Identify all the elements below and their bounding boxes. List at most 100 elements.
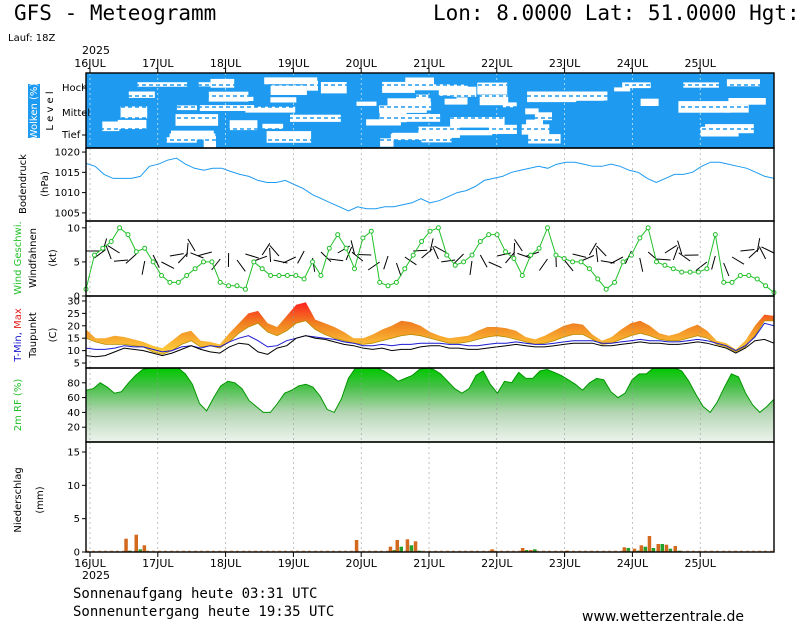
wind-barb bbox=[107, 245, 120, 254]
precip-bar bbox=[405, 539, 410, 552]
wind-tick-label: 0 bbox=[74, 292, 80, 303]
temperature-panel bbox=[86, 302, 774, 358]
date-label-top: 18JUL bbox=[210, 57, 242, 70]
cloud-patch bbox=[527, 91, 577, 103]
precip-bar bbox=[639, 545, 644, 552]
wind-point bbox=[368, 228, 374, 234]
cloud-patch bbox=[175, 114, 219, 126]
wind-point bbox=[226, 283, 232, 289]
precip-bar bbox=[656, 544, 660, 552]
wind-point bbox=[670, 266, 676, 272]
date-label-top: 21JUL bbox=[413, 57, 445, 70]
date-label-bottom: 17JUL bbox=[142, 557, 174, 570]
cloud-patch bbox=[169, 133, 216, 140]
wind-barb bbox=[497, 252, 511, 257]
pressure-tick-label: 1020 bbox=[55, 148, 80, 159]
cloud-patch bbox=[728, 98, 766, 105]
date-label-top: 25JUL bbox=[684, 57, 716, 70]
cloud-patch bbox=[390, 133, 426, 139]
cloud-patch bbox=[166, 137, 197, 143]
site-url[interactable]: www.wetterzentrale.de bbox=[582, 609, 745, 625]
wind-point bbox=[687, 269, 693, 275]
temperature-ylabel2: Taupunkt bbox=[28, 312, 39, 359]
wind-barb bbox=[678, 252, 691, 262]
wind-point bbox=[360, 235, 366, 241]
date-label-bottom: 21JUL bbox=[413, 557, 445, 570]
wind-barb bbox=[756, 238, 761, 253]
wind-point bbox=[737, 273, 743, 278]
wind-barb bbox=[177, 252, 189, 264]
wind-point bbox=[435, 225, 441, 231]
wind-point bbox=[494, 232, 500, 238]
wind-point bbox=[343, 245, 349, 251]
date-label-bottom: 20JUL bbox=[345, 557, 377, 570]
cloud-patch bbox=[477, 82, 508, 95]
wind-point bbox=[377, 279, 383, 285]
wind-point bbox=[645, 225, 651, 231]
pressure-line bbox=[85, 157, 775, 212]
wind-ylabel: Wind Geschwi. bbox=[13, 221, 24, 294]
wind-point bbox=[486, 232, 492, 238]
wind-barb bbox=[517, 252, 531, 259]
wind-point bbox=[167, 279, 173, 285]
wind-point bbox=[763, 283, 769, 289]
wind-point bbox=[276, 273, 282, 278]
wind-barb bbox=[282, 256, 296, 264]
cloud-patch bbox=[380, 138, 394, 147]
precip-bar bbox=[520, 548, 525, 552]
panel-frames bbox=[85, 72, 775, 553]
panel-frame bbox=[85, 441, 775, 553]
precip-bar bbox=[673, 546, 677, 552]
wind-point bbox=[712, 232, 718, 238]
wind-barb bbox=[488, 261, 502, 269]
wind-point bbox=[310, 259, 315, 265]
humidity-ylabel: 2m RF (%) bbox=[13, 379, 24, 432]
wind-point bbox=[628, 252, 634, 258]
wind-point bbox=[117, 225, 123, 231]
precip-conv-bar bbox=[626, 548, 631, 552]
humidity-area bbox=[86, 368, 774, 442]
wind-point bbox=[654, 259, 659, 265]
wind-barb bbox=[513, 242, 516, 258]
date-label-bottom: 16JUL bbox=[74, 557, 106, 570]
precip-conv-bar bbox=[668, 548, 673, 552]
wind-point bbox=[209, 259, 215, 265]
cloud-patch bbox=[171, 130, 214, 135]
wind-point bbox=[461, 259, 467, 265]
wind-speed-line bbox=[85, 226, 775, 293]
date-axis: 16JUL 16JUL 17JUL 17JUL 18JUL 18JUL 19JUL 19JUL… bbox=[74, 57, 716, 570]
wind-barb bbox=[563, 259, 574, 272]
wind-barb bbox=[236, 259, 246, 272]
precip-bar bbox=[632, 548, 637, 552]
sunset-text: Sonnenuntergang heute 19:35 UTC bbox=[73, 604, 335, 620]
wind-barb bbox=[269, 247, 272, 263]
wind-point bbox=[612, 279, 618, 285]
temperature-unit: (C) bbox=[48, 328, 59, 343]
precip-tick-label: 10 bbox=[67, 481, 80, 492]
wind-tick-label: 5 bbox=[74, 257, 80, 268]
precip-bar bbox=[395, 540, 399, 552]
cloud-patch bbox=[290, 114, 341, 122]
sunrise-text: Sonnenaufgang heute 03:31 UTC bbox=[73, 586, 318, 602]
precip-conv-bar bbox=[409, 545, 414, 552]
wind-point bbox=[352, 266, 357, 272]
t-min-line bbox=[86, 320, 774, 355]
wind-barb bbox=[672, 246, 679, 261]
wind-point bbox=[251, 259, 257, 265]
wind-point bbox=[427, 228, 433, 234]
precip-conv-bar bbox=[399, 546, 403, 552]
wind-point bbox=[620, 259, 626, 265]
humidity-tick-label: 60 bbox=[67, 393, 80, 404]
cloud-patch bbox=[199, 105, 255, 111]
cloud-patch bbox=[450, 117, 505, 128]
cloud-patch bbox=[387, 98, 431, 110]
cloud-patch bbox=[438, 84, 468, 96]
precip-bar bbox=[647, 536, 652, 552]
wind-point bbox=[91, 252, 97, 258]
wind-point bbox=[603, 286, 609, 292]
wind-point bbox=[444, 252, 450, 258]
date-label-top: 16JUL bbox=[74, 57, 106, 70]
cloud-patch bbox=[210, 78, 235, 88]
wind-point bbox=[578, 259, 584, 265]
wind-point bbox=[259, 266, 265, 272]
